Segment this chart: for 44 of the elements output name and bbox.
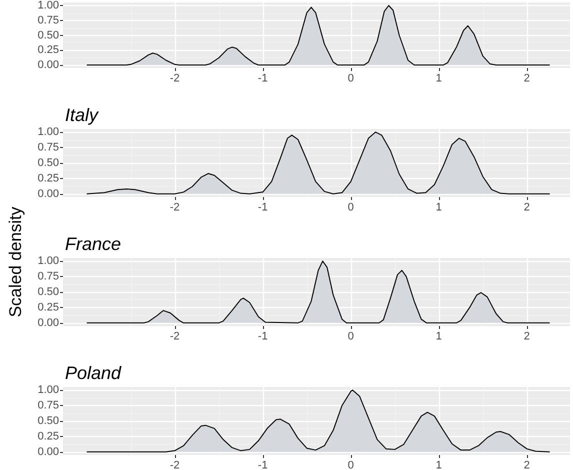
x-tick-label: -1 xyxy=(258,72,268,84)
y-tick-label: 0.00 xyxy=(38,59,59,72)
y-tick-label: 0.25 xyxy=(38,172,59,184)
x-tick-label: -1 xyxy=(258,202,268,214)
y-tick-label: 0.50 xyxy=(38,286,59,298)
x-tick-label: 0 xyxy=(348,460,354,470)
x-tick-label: 1 xyxy=(436,202,442,214)
x-tick-label: -2 xyxy=(170,460,180,470)
y-tick-label: 0.50 xyxy=(38,157,59,169)
y-tick-label: 0.25 xyxy=(38,301,59,314)
x-tick-label: 2 xyxy=(524,72,530,84)
y-tick-label: 0.75 xyxy=(38,142,59,154)
x-tick-label: 0 xyxy=(348,330,354,342)
y-tick-label: 1.00 xyxy=(38,255,59,268)
y-tick-label: 0.50 xyxy=(38,415,59,427)
y-tick-label: 0.75 xyxy=(38,400,59,412)
x-tick-label: 0 xyxy=(348,72,354,84)
y-tick-label: 0.00 xyxy=(38,188,59,200)
y-tick-label: 1.00 xyxy=(38,0,59,12)
y-tick-label: 0.00 xyxy=(38,316,59,329)
x-tick-label: 1 xyxy=(436,330,442,342)
x-tick-label: 0 xyxy=(348,202,354,214)
y-tick-label: 1.00 xyxy=(38,126,59,138)
y-tick-label: 0.25 xyxy=(38,430,59,442)
x-tick-label: -1 xyxy=(258,330,268,342)
x-tick-label: -1 xyxy=(258,460,268,470)
x-tick-label: -2 xyxy=(170,330,180,342)
x-tick-label: 1 xyxy=(436,72,442,84)
y-tick-label: 0.00 xyxy=(38,446,59,458)
y-axis-title: Scaled density xyxy=(6,206,26,320)
x-tick-label: -2 xyxy=(170,72,180,84)
y-tick-label: 0.75 xyxy=(38,14,59,26)
x-tick-label: 1 xyxy=(436,460,442,470)
y-tick-label: 0.25 xyxy=(38,44,59,56)
y-tick-label: 0.50 xyxy=(38,29,59,42)
chart-title: Poland xyxy=(65,363,122,383)
y-tick-label: 0.75 xyxy=(38,270,59,283)
x-tick-label: 2 xyxy=(524,460,530,470)
x-tick-label: -2 xyxy=(170,202,180,214)
chart-title: Italy xyxy=(65,105,100,125)
x-tick-label: 2 xyxy=(524,330,530,342)
y-tick-label: 1.00 xyxy=(38,384,59,396)
x-tick-label: 2 xyxy=(524,202,530,214)
chart-title: France xyxy=(65,234,122,254)
